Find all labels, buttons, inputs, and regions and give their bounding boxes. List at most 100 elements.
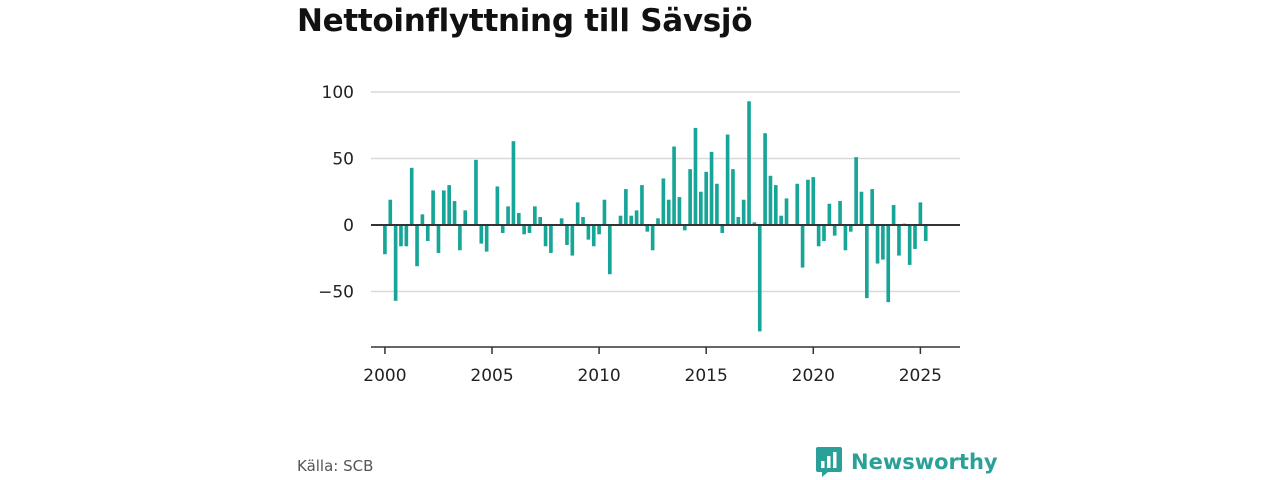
bar — [645, 225, 650, 232]
bar — [393, 225, 398, 301]
bar — [591, 225, 596, 247]
bar — [688, 169, 692, 225]
bar — [795, 183, 800, 225]
bar — [891, 205, 896, 225]
brand-name: Newsworthy — [851, 450, 998, 474]
bar — [538, 217, 543, 225]
bar — [452, 201, 457, 225]
bar — [420, 214, 425, 225]
bar — [447, 185, 451, 225]
bar — [757, 225, 762, 332]
bar — [773, 185, 778, 225]
bar — [511, 141, 516, 225]
bar — [838, 201, 842, 225]
bar — [586, 225, 591, 240]
bar — [597, 225, 601, 235]
bar — [570, 225, 575, 256]
bar — [479, 225, 484, 244]
bar — [693, 127, 698, 225]
bar — [436, 225, 441, 253]
bar — [650, 225, 655, 251]
axes — [371, 224, 960, 354]
bar — [522, 225, 526, 235]
bar — [913, 225, 917, 249]
source-note: Källa: SCB — [297, 457, 374, 475]
bar — [870, 189, 874, 225]
bar — [666, 199, 671, 225]
bar — [495, 186, 500, 225]
bar — [816, 225, 821, 247]
bar — [575, 202, 580, 225]
bar — [811, 177, 816, 225]
bar — [500, 225, 505, 233]
bar — [549, 225, 553, 253]
bar — [602, 199, 607, 225]
bar — [709, 151, 714, 225]
bar — [859, 191, 864, 225]
bar — [682, 225, 687, 231]
bar — [875, 225, 880, 264]
bar — [442, 190, 446, 225]
bar — [881, 225, 885, 260]
bar — [677, 197, 682, 225]
bar — [704, 171, 709, 225]
x-tick-label: 2025 — [899, 366, 942, 386]
bar — [383, 225, 387, 255]
bar — [559, 218, 564, 225]
bar — [731, 169, 735, 225]
bar — [543, 225, 548, 247]
bar — [747, 101, 751, 225]
bar — [415, 225, 419, 267]
bar — [629, 215, 634, 225]
bar-chart: 100 50 0 −50 2000 2005 2010 2015 2020 2025 — [318, 83, 960, 386]
bar — [458, 225, 462, 251]
bar — [886, 225, 891, 303]
bar — [474, 159, 478, 225]
newsworthy-logo-icon — [816, 447, 842, 477]
bar — [506, 206, 510, 225]
bar — [768, 175, 773, 225]
gridlines — [371, 91, 960, 293]
bar — [843, 225, 848, 251]
bar — [752, 222, 757, 225]
bar — [699, 191, 703, 225]
y-tick-label: 50 — [332, 150, 354, 170]
bar — [404, 225, 409, 247]
bar — [425, 225, 430, 241]
bar — [763, 133, 767, 225]
bar — [661, 178, 666, 225]
bar — [715, 183, 719, 225]
bar — [779, 215, 783, 225]
bar — [565, 225, 569, 245]
bar — [897, 225, 901, 256]
bar — [634, 210, 639, 225]
bar — [484, 225, 489, 252]
bar — [806, 179, 810, 225]
bar — [854, 157, 858, 225]
x-tick-label: 2020 — [792, 366, 835, 386]
bar — [822, 225, 826, 241]
bar — [388, 199, 393, 225]
bar — [399, 225, 403, 247]
bar — [672, 146, 676, 225]
bar — [720, 225, 725, 233]
bar — [832, 225, 837, 236]
bar — [640, 185, 644, 225]
bar — [827, 203, 832, 225]
bar — [431, 190, 435, 225]
bar — [409, 167, 414, 225]
brand-logo[interactable]: Newsworthy — [815, 446, 998, 478]
x-tick-label: 2005 — [470, 366, 513, 386]
bar — [618, 215, 623, 225]
bar — [865, 225, 869, 299]
bar — [848, 225, 853, 232]
bar — [784, 198, 789, 225]
bar — [741, 199, 746, 225]
tick-labels: 100 50 0 −50 2000 2005 2010 2015 2020 2025 — [318, 83, 942, 386]
y-tick-label: −50 — [318, 283, 354, 303]
bars — [383, 101, 928, 332]
bar — [725, 134, 730, 225]
x-tick-label: 2010 — [577, 366, 620, 386]
bar — [581, 217, 585, 225]
bar — [624, 189, 628, 225]
